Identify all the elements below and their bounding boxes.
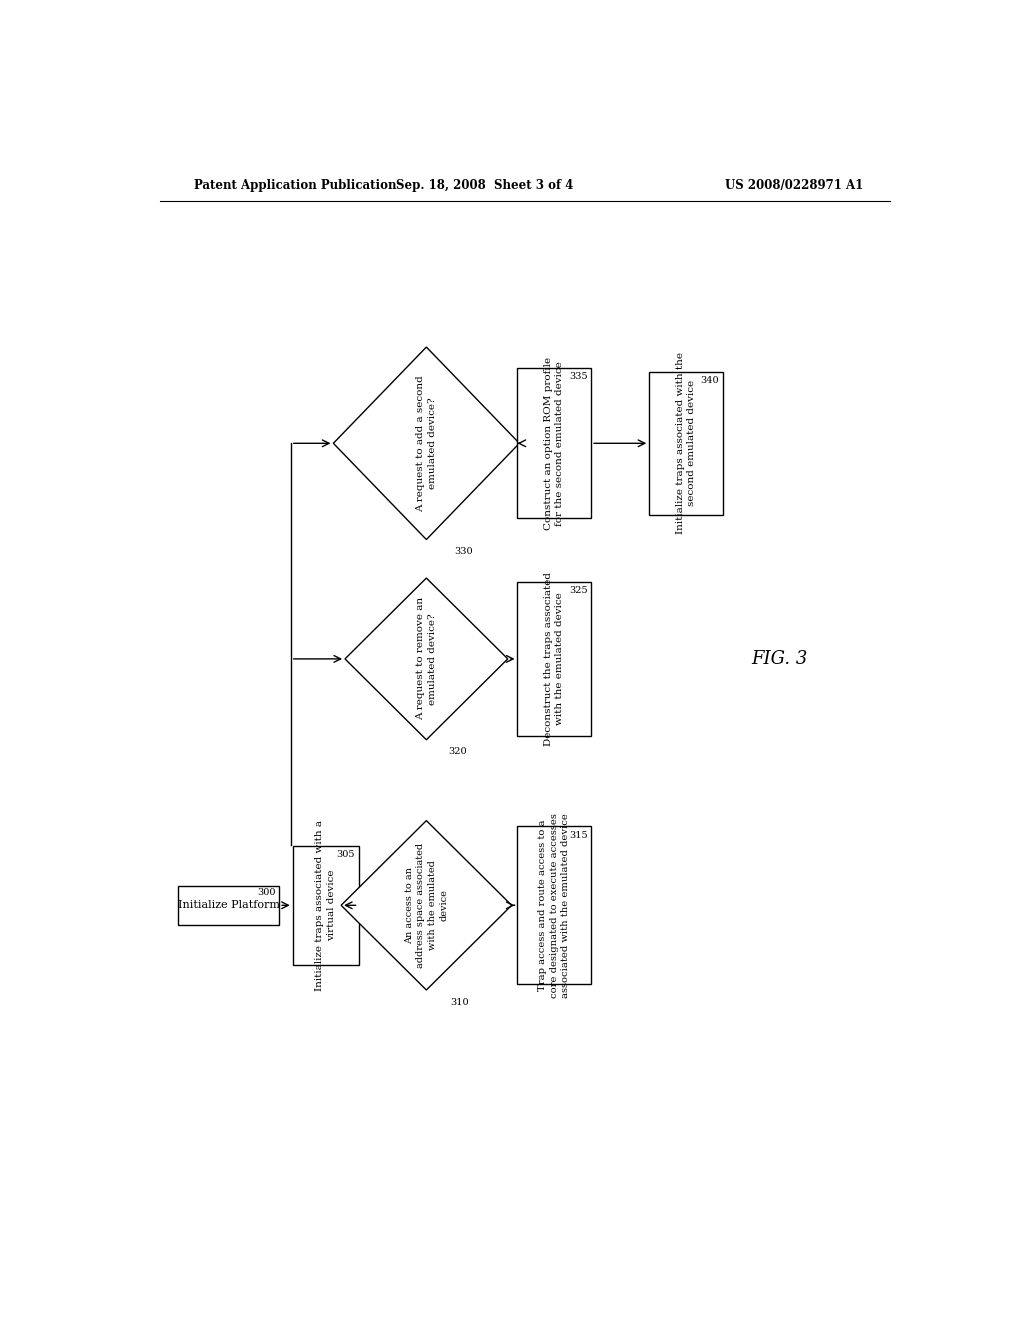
FancyBboxPatch shape [293, 846, 358, 965]
Text: 310: 310 [451, 998, 469, 1007]
Polygon shape [341, 821, 512, 990]
FancyBboxPatch shape [649, 372, 723, 515]
FancyBboxPatch shape [517, 826, 591, 985]
Text: Sep. 18, 2008  Sheet 3 of 4: Sep. 18, 2008 Sheet 3 of 4 [396, 178, 573, 191]
Text: Initialize traps associated with a
virtual device: Initialize traps associated with a virtu… [315, 820, 336, 991]
Text: Construct an option ROM profile
for the second emulated device: Construct an option ROM profile for the … [544, 356, 564, 529]
FancyBboxPatch shape [517, 368, 591, 519]
Text: 320: 320 [449, 747, 467, 756]
Text: US 2008/0228971 A1: US 2008/0228971 A1 [725, 178, 863, 191]
Text: 340: 340 [700, 376, 719, 384]
Text: Patent Application Publication: Patent Application Publication [194, 178, 396, 191]
Polygon shape [334, 347, 519, 540]
Text: 330: 330 [455, 548, 473, 556]
FancyBboxPatch shape [178, 886, 280, 924]
Text: A request to remove an
emulated device?: A request to remove an emulated device? [416, 598, 436, 721]
Text: An access to an
address space associated
with the emulated
device: An access to an address space associated… [404, 842, 449, 968]
FancyBboxPatch shape [517, 582, 591, 737]
Text: Initialize traps associated with the
second emulated device: Initialize traps associated with the sec… [676, 352, 696, 535]
Text: 305: 305 [337, 850, 355, 859]
Text: 335: 335 [569, 372, 588, 380]
Text: Trap access and route access to a
core designated to execute accesses
associated: Trap access and route access to a core d… [539, 813, 570, 998]
Text: 300: 300 [257, 888, 275, 898]
Text: Deconstruct the traps associated
with the emulated device: Deconstruct the traps associated with th… [544, 572, 564, 746]
Text: FIG. 3: FIG. 3 [751, 649, 807, 668]
Text: 325: 325 [569, 586, 588, 595]
Text: 315: 315 [569, 830, 588, 840]
Text: A request to add a second
emulated device?: A request to add a second emulated devic… [416, 375, 436, 512]
Text: Initialize Platform: Initialize Platform [178, 900, 280, 911]
Polygon shape [345, 578, 508, 739]
